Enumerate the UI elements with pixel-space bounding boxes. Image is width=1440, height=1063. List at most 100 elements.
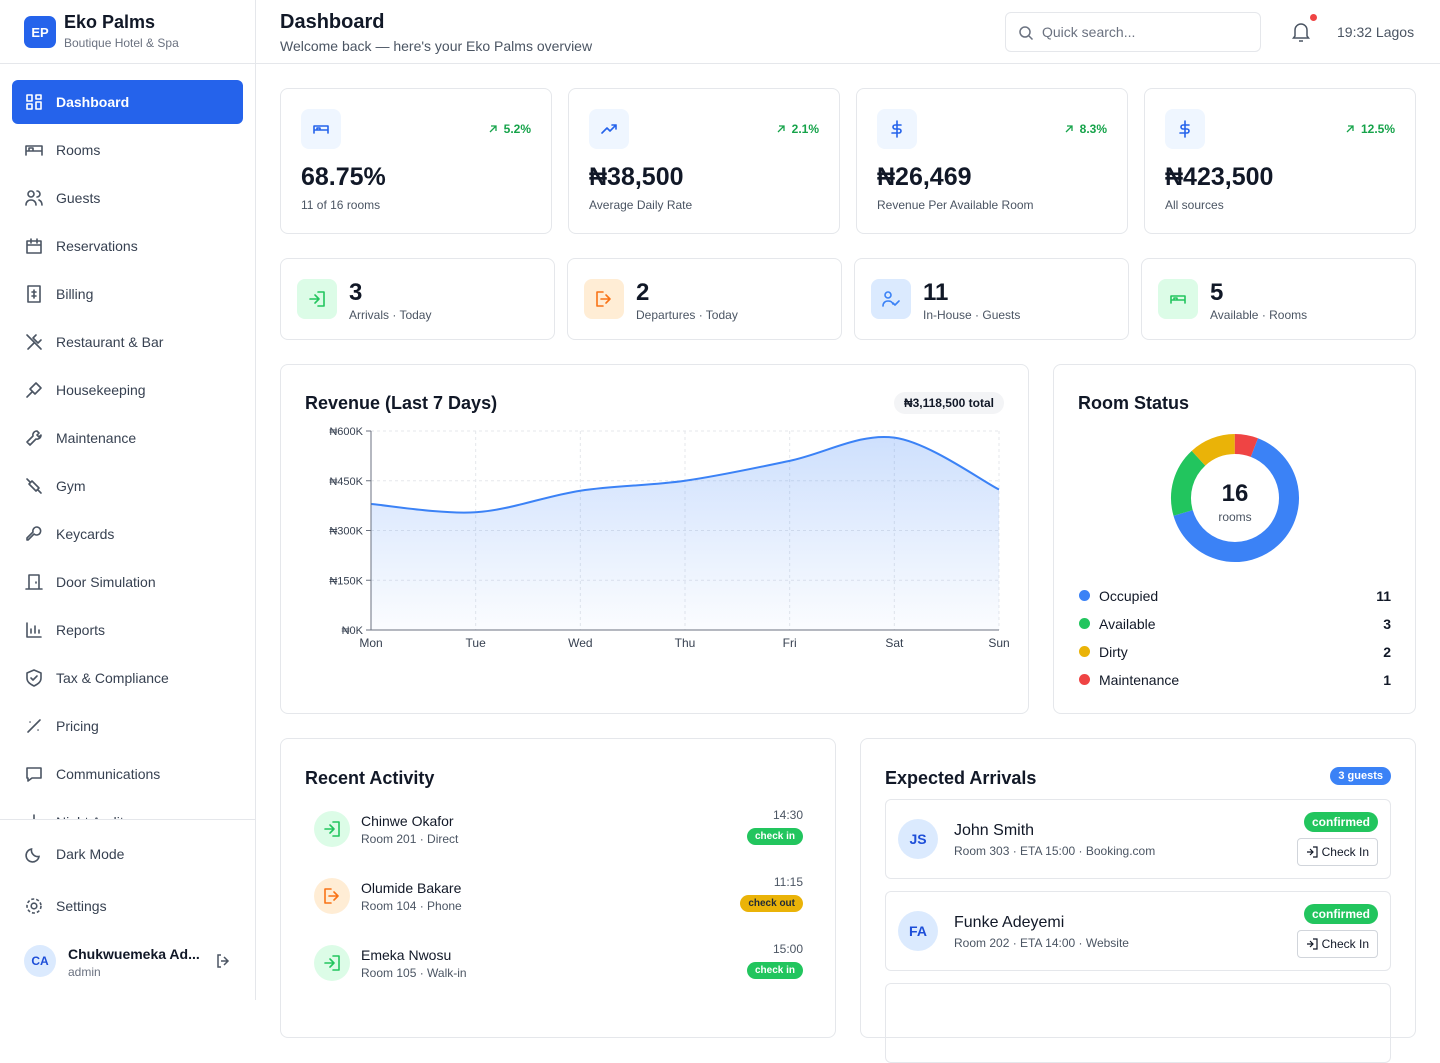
donut-segment	[1173, 438, 1299, 562]
legend-dot	[1079, 618, 1090, 629]
donut-chart: 16 rooms	[1171, 434, 1299, 562]
activity-time: 14:30	[772, 808, 803, 822]
user-name: Chukwuemeka Ad...	[68, 946, 200, 962]
guest-count-badge: 3 guests	[1330, 767, 1391, 785]
check-in-button[interactable]: Check In	[1296, 930, 1378, 958]
donut-segment	[1191, 434, 1236, 466]
nav-item[interactable]: Gym	[12, 464, 243, 508]
nav-item[interactable]: Guests	[12, 176, 243, 220]
stat-icon	[584, 279, 624, 319]
nav: Dashboard Rooms Guests Reservations Billing R…	[0, 64, 255, 819]
settings-link[interactable]: Settings	[12, 884, 243, 928]
icon-path	[601, 124, 617, 134]
dark-mode-toggle[interactable]: Dark Mode	[12, 832, 243, 876]
nav-item[interactable]: Door Simulation	[12, 560, 243, 604]
icon-path	[309, 291, 325, 307]
icon	[324, 888, 339, 904]
y-tick-label: ₦300K	[329, 526, 363, 538]
activity-time: 15:00	[772, 942, 803, 956]
icon	[891, 120, 902, 138]
icon-path	[1306, 938, 1318, 950]
activity-name: Emeka Nwosu	[361, 947, 452, 963]
nav-item[interactable]: Pricing	[12, 704, 243, 748]
logout-button[interactable]	[214, 952, 232, 970]
kpi-change: 2.1%	[776, 122, 819, 136]
kpi-card: 8.3% ₦26,469 Revenue Per Available Room	[856, 88, 1128, 234]
stat-label: Arrivals · Today	[349, 308, 432, 322]
nav-item[interactable]: Communications	[12, 752, 243, 796]
stat-label: Available · Rooms	[1210, 308, 1308, 322]
brand-tagline: Boutique Hotel & Spa	[64, 36, 179, 50]
stat-value: 11	[923, 279, 949, 306]
icon-path	[26, 238, 42, 254]
nav-item[interactable]: Restaurant & Bar	[12, 320, 243, 364]
search-placeholder: Quick search...	[1042, 24, 1136, 40]
icon	[1179, 120, 1190, 138]
kpi-label: All sources	[1165, 198, 1224, 212]
user-avatar: CA	[24, 945, 56, 977]
header: Dashboard Welcome back — here's your Eko…	[256, 0, 1440, 64]
chart-title: Room Status	[1078, 393, 1190, 413]
kpi-value: 68.75%	[301, 163, 386, 191]
x-tick-label: Thu	[675, 636, 696, 650]
activity-detail: Room 105 · Walk-in	[361, 966, 467, 980]
icon-path	[26, 94, 42, 110]
stat-label: In-House · Guests	[923, 308, 1021, 322]
nav-item[interactable]: Reports	[12, 608, 243, 652]
nav-item[interactable]: Housekeeping	[12, 368, 243, 412]
activity-name: Chinwe Okafor	[361, 813, 454, 829]
nav-item[interactable]: Rooms	[12, 128, 243, 172]
legend-dot	[1079, 674, 1090, 685]
icon-path	[26, 526, 42, 541]
icon-path	[324, 955, 340, 971]
nav-icon	[25, 190, 43, 206]
notifications-button[interactable]	[1289, 20, 1313, 44]
nav-item[interactable]: Keycards	[12, 512, 243, 556]
donut-center-value: 16	[1222, 480, 1249, 507]
check-in-button[interactable]: Check In	[1296, 838, 1378, 866]
clock: 19:32 Lagos	[1337, 24, 1415, 40]
icon-path	[313, 125, 329, 134]
legend-value: 1	[1383, 672, 1391, 688]
icon-path	[1170, 295, 1186, 304]
arrivals-card: Expected Arrivals 3 guests JS John Smith Roo…	[860, 738, 1416, 1063]
icon	[313, 125, 329, 134]
nav-icon	[26, 767, 42, 782]
nav-item[interactable]: Tax & Compliance	[12, 656, 243, 700]
nav-icon	[33, 814, 35, 819]
kpi-value: ₦423,500	[1165, 163, 1274, 191]
chart-title: Revenue (Last 7 Days)	[305, 393, 498, 413]
nav-item[interactable]: Night Audit	[12, 800, 243, 819]
legend-value: 3	[1383, 616, 1391, 632]
nav-item[interactable]: Maintenance	[12, 416, 243, 460]
guest-name: John Smith	[954, 822, 1035, 839]
nav-icon	[27, 285, 41, 303]
legend-value: 2	[1383, 644, 1391, 660]
nav-icon	[25, 574, 43, 590]
kpi-change: 8.3%	[1064, 122, 1107, 136]
nav-label: Dashboard	[56, 94, 130, 110]
icon-path	[1179, 120, 1190, 138]
icon	[1170, 295, 1186, 304]
icon-path	[25, 190, 43, 206]
guest-detail: Room 303 · ETA 15:00 · Booking.com	[954, 844, 1156, 858]
nav-item[interactable]: Billing	[12, 272, 243, 316]
icon-path	[26, 622, 42, 638]
stat-icon	[871, 279, 911, 319]
guest-avatar: FA	[898, 911, 938, 951]
nav-icon	[26, 526, 42, 541]
legend-label: Occupied	[1099, 588, 1159, 604]
nav-item[interactable]: Reservations	[12, 224, 243, 268]
search-box[interactable]: Quick search...	[1005, 12, 1261, 52]
section-title: Recent Activity	[305, 768, 435, 788]
kpi-card: 5.2% 68.75% 11 of 16 rooms	[280, 88, 552, 234]
kpi-label: Revenue Per Available Room	[877, 198, 1034, 212]
nav-item[interactable]: Dashboard	[12, 80, 243, 124]
nav-icon	[25, 145, 43, 156]
icon-path	[27, 285, 41, 303]
revenue-card: Revenue (Last 7 Days) ₦3,118,500 total ₦0K…	[280, 364, 1029, 714]
icon	[324, 955, 340, 971]
x-tick-label: Wed	[568, 636, 592, 650]
nav-label: Communications	[56, 766, 161, 782]
icon-path	[324, 888, 339, 904]
